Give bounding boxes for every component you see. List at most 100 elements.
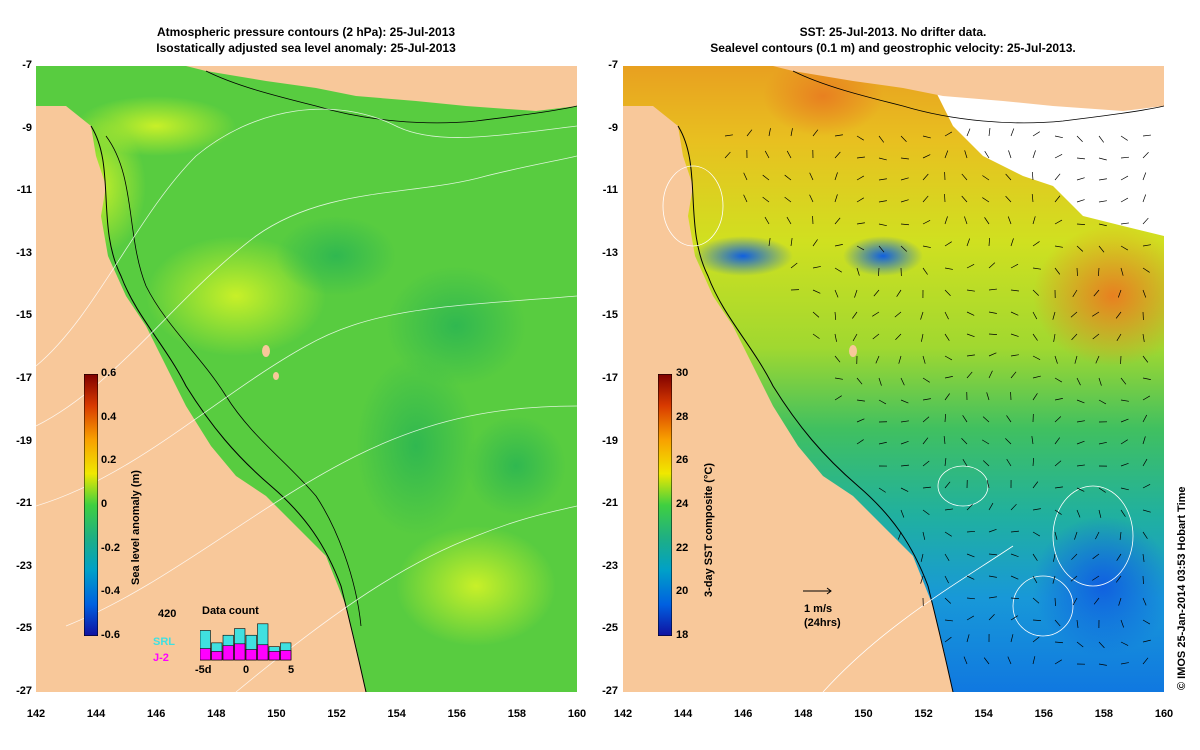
velocity-arrow bbox=[1032, 150, 1036, 159]
velocity-arrow bbox=[962, 458, 968, 467]
velocity-arrow bbox=[983, 657, 990, 665]
velocity-arrow bbox=[1098, 200, 1107, 203]
velocity-arrow bbox=[1010, 354, 1019, 357]
velocity-arrow bbox=[1142, 289, 1147, 298]
lon-tick-right: 152 bbox=[914, 708, 933, 720]
velocity-arrow bbox=[852, 311, 858, 319]
right-map-sst bbox=[623, 66, 1164, 692]
velocity-arrow bbox=[988, 613, 995, 621]
left-colorbar bbox=[84, 374, 98, 636]
velocity-arrow bbox=[944, 216, 948, 225]
velocity-arrow bbox=[1142, 377, 1151, 380]
velocity-arrow bbox=[986, 480, 990, 489]
velocity-arrow bbox=[966, 575, 975, 580]
velocity-arrow bbox=[966, 371, 973, 379]
velocity-arrow bbox=[1092, 553, 1100, 560]
inset-bar-j2 bbox=[211, 651, 223, 661]
velocity-arrow bbox=[1031, 171, 1034, 181]
lon-tick-right: 160 bbox=[1154, 708, 1174, 720]
velocity-arrow bbox=[1054, 154, 1063, 159]
velocity-arrow bbox=[944, 636, 952, 643]
velocity-arrow bbox=[812, 333, 820, 339]
velocity-arrow bbox=[1010, 128, 1015, 137]
velocity-arrow bbox=[966, 597, 975, 600]
velocity-arrow bbox=[1054, 219, 1063, 225]
velocity-arrow bbox=[1052, 575, 1056, 584]
velocity-arrow bbox=[900, 177, 909, 181]
velocity-arrow bbox=[1032, 457, 1034, 467]
velocity-arrow bbox=[809, 172, 814, 181]
inset-bar-j2 bbox=[200, 648, 211, 661]
lat-tick-right: -19 bbox=[602, 434, 618, 447]
velocity-arrow bbox=[834, 395, 842, 401]
velocity-arrow bbox=[1142, 575, 1144, 585]
velocity-arrow bbox=[988, 311, 997, 314]
lat-tick-left: -19 bbox=[16, 434, 32, 447]
velocity-arrow bbox=[920, 553, 924, 562]
velocity-arrow bbox=[1010, 333, 1019, 337]
velocity-arrow bbox=[762, 174, 770, 181]
velocity-arrow bbox=[856, 399, 865, 402]
velocity-arrow bbox=[922, 220, 931, 225]
velocity-arrow bbox=[900, 509, 905, 518]
velocity-arrow bbox=[922, 245, 931, 248]
velocity-arrow bbox=[966, 615, 975, 621]
velocity-arrow bbox=[1092, 333, 1100, 340]
velocity-arrow bbox=[900, 377, 905, 386]
velocity-arrow bbox=[896, 289, 902, 297]
velocity-arrow bbox=[1098, 441, 1107, 445]
velocity-arrow bbox=[746, 129, 753, 137]
left-colorbar-tick: 0.6 bbox=[101, 367, 117, 379]
velocity-arrow bbox=[1076, 135, 1083, 142]
lat-tick-right: -9 bbox=[608, 121, 618, 134]
velocity-arrow bbox=[922, 437, 929, 445]
velocity-arrow bbox=[1054, 377, 1063, 383]
velocity-arrow bbox=[1071, 553, 1078, 560]
left-colorbar-tick: -0.4 bbox=[101, 585, 120, 598]
velocity-arrow bbox=[1053, 553, 1056, 562]
velocity-arrow bbox=[944, 531, 952, 537]
velocity-arrow bbox=[1006, 415, 1012, 423]
velocity-arrow bbox=[988, 333, 998, 335]
velocity-arrow bbox=[872, 333, 880, 340]
velocity-arrow bbox=[1032, 267, 1041, 270]
lon-tick-right: 154 bbox=[974, 708, 993, 720]
velocity-arrow bbox=[1032, 656, 1036, 665]
velocity-arrow bbox=[988, 237, 990, 247]
velocity-arrow bbox=[900, 420, 909, 423]
velocity-arrow bbox=[1032, 575, 1038, 584]
velocity-arrow bbox=[1053, 333, 1056, 342]
velocity-arrow bbox=[1118, 597, 1122, 606]
velocity-arrow bbox=[878, 157, 887, 161]
velocity-arrow bbox=[812, 266, 821, 269]
right-colorbar-tick: 20 bbox=[676, 585, 689, 598]
lon-tick-right: 142 bbox=[613, 708, 633, 720]
velocity-arrow bbox=[834, 244, 843, 247]
velocity-arrow bbox=[1076, 440, 1085, 445]
velocity-arrow bbox=[944, 575, 949, 584]
velocity-arrow bbox=[988, 502, 994, 511]
velocity-arrow bbox=[1054, 509, 1062, 515]
velocity-arrow bbox=[1076, 464, 1085, 467]
velocity-arrow bbox=[1005, 173, 1012, 181]
velocity-arrow bbox=[1032, 508, 1041, 511]
velocity-arrow bbox=[966, 311, 975, 316]
lat-tick-right: -11 bbox=[602, 184, 618, 197]
velocity-arrow bbox=[1142, 436, 1146, 445]
lon-tick-left: 146 bbox=[147, 708, 166, 720]
velocity-arrow bbox=[878, 441, 887, 445]
velocity-arrow bbox=[1076, 377, 1081, 386]
velocity-arrow bbox=[856, 245, 865, 251]
velocity-arrow bbox=[900, 135, 907, 143]
velocity-arrow bbox=[1052, 311, 1056, 320]
right-colorbar-tick: 28 bbox=[676, 410, 689, 423]
lat-tick-left: -15 bbox=[16, 309, 32, 322]
velocity-arrow bbox=[1006, 459, 1012, 467]
inset-bar-j2 bbox=[257, 644, 269, 661]
velocity-arrow bbox=[1142, 484, 1151, 489]
lon-tick-left: 156 bbox=[447, 708, 466, 720]
velocity-arrow bbox=[922, 460, 930, 467]
velocity-arrow bbox=[1116, 333, 1122, 342]
velocity-arrow bbox=[743, 194, 748, 203]
left-colorbar-label: Sea level anomaly (m) bbox=[130, 470, 142, 585]
